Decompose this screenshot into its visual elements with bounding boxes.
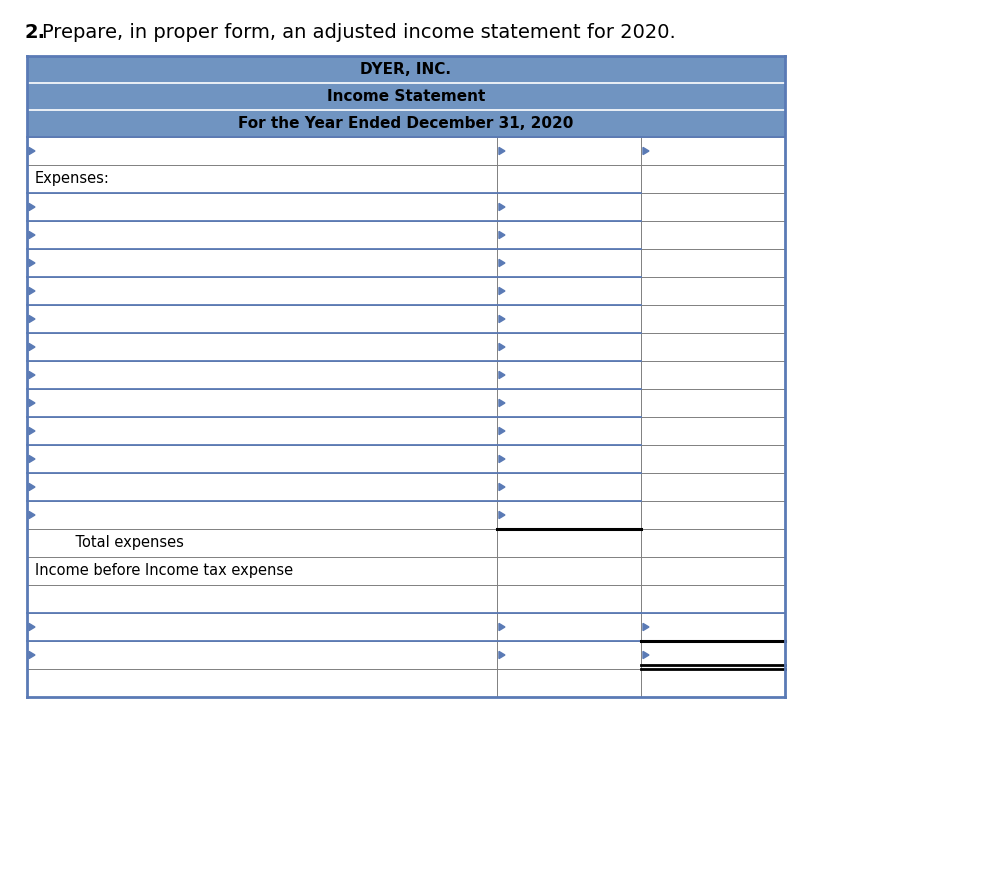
Polygon shape	[498, 652, 505, 658]
Bar	[27, 249, 785, 277]
Polygon shape	[498, 400, 505, 407]
Polygon shape	[29, 147, 35, 154]
Polygon shape	[29, 371, 35, 379]
Polygon shape	[29, 428, 35, 435]
Bar	[27, 529, 785, 557]
Polygon shape	[498, 483, 505, 490]
Bar	[27, 221, 785, 249]
Bar	[27, 137, 785, 165]
Bar	[27, 641, 785, 669]
Polygon shape	[29, 400, 35, 407]
Polygon shape	[29, 456, 35, 463]
Text: For the Year Ended December 31, 2020: For the Year Ended December 31, 2020	[238, 116, 574, 131]
Polygon shape	[29, 204, 35, 211]
Text: Income before Income tax expense: Income before Income tax expense	[35, 564, 293, 578]
Polygon shape	[29, 287, 35, 294]
Polygon shape	[643, 147, 649, 154]
Text: DYER, INC.: DYER, INC.	[361, 62, 451, 77]
Polygon shape	[643, 652, 649, 658]
Text: Prepare, in proper form, an adjusted income statement for 2020.: Prepare, in proper form, an adjusted inc…	[42, 23, 675, 42]
Bar	[27, 473, 785, 501]
Bar	[27, 501, 785, 529]
Bar	[27, 83, 785, 110]
Polygon shape	[643, 624, 649, 631]
Polygon shape	[498, 147, 505, 154]
Bar	[27, 585, 785, 613]
Bar	[27, 669, 785, 697]
Bar	[27, 361, 785, 389]
Bar	[27, 305, 785, 333]
Polygon shape	[29, 260, 35, 267]
Bar	[27, 557, 785, 585]
Text: Total expenses: Total expenses	[57, 536, 184, 550]
Polygon shape	[29, 511, 35, 518]
Bar	[27, 389, 785, 417]
Text: 2.: 2.	[25, 23, 46, 42]
Bar	[27, 613, 785, 641]
Polygon shape	[498, 232, 505, 239]
Bar	[27, 445, 785, 473]
Bar	[27, 277, 785, 305]
Bar	[27, 333, 785, 361]
Polygon shape	[498, 287, 505, 294]
Polygon shape	[498, 371, 505, 379]
Bar	[27, 56, 785, 83]
Polygon shape	[498, 456, 505, 463]
Polygon shape	[498, 260, 505, 267]
Polygon shape	[29, 343, 35, 351]
Polygon shape	[29, 232, 35, 239]
Polygon shape	[29, 483, 35, 490]
Polygon shape	[498, 343, 505, 351]
Polygon shape	[498, 428, 505, 435]
Polygon shape	[29, 624, 35, 631]
Polygon shape	[498, 204, 505, 211]
Text: Income Statement: Income Statement	[327, 89, 485, 104]
Polygon shape	[498, 511, 505, 518]
Polygon shape	[29, 652, 35, 658]
Bar	[27, 165, 785, 193]
Bar	[27, 417, 785, 445]
Text: Expenses:: Expenses:	[35, 172, 110, 186]
Polygon shape	[498, 315, 505, 322]
Bar	[27, 110, 785, 137]
Polygon shape	[498, 624, 505, 631]
Polygon shape	[29, 315, 35, 322]
Bar	[27, 193, 785, 221]
